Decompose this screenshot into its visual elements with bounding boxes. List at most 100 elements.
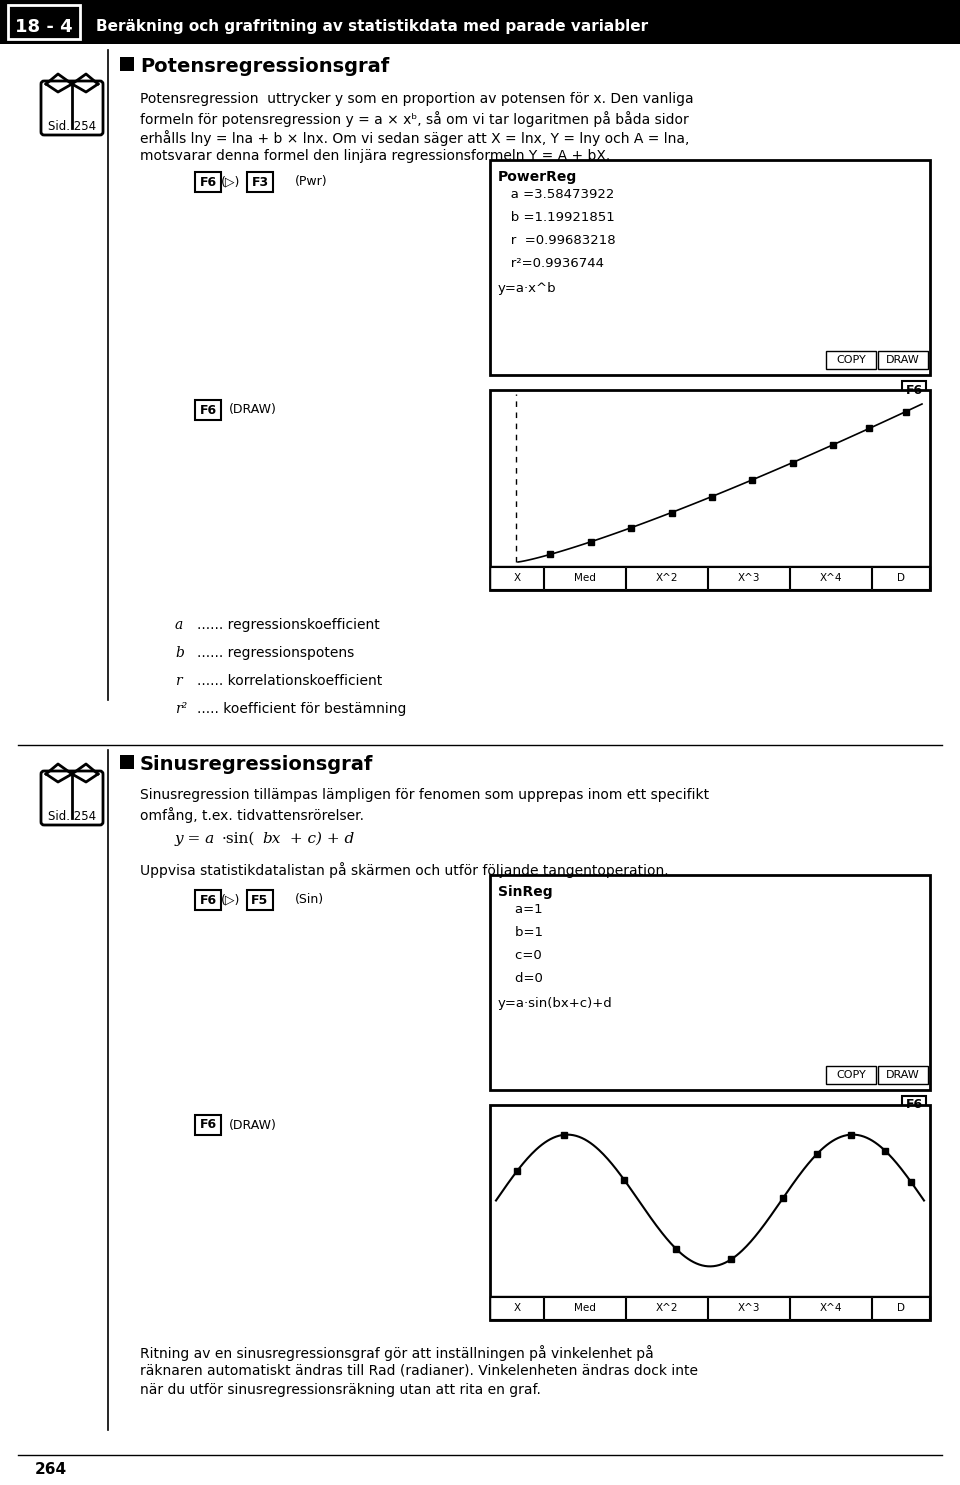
Bar (790, 567, 871, 590)
Text: F6: F6 (200, 894, 217, 906)
Text: b =1.19921851: b =1.19921851 (498, 211, 614, 224)
Bar (490, 391, 930, 590)
Bar (120, 754, 134, 769)
Text: y = a: y = a (175, 832, 215, 846)
Text: b=1: b=1 (498, 927, 543, 939)
Text: D: D (897, 1302, 905, 1313)
Bar (490, 875, 930, 1090)
Text: COPY: COPY (836, 355, 866, 365)
Text: F3: F3 (252, 175, 269, 189)
Text: ...... korrelationskoefficient: ...... korrelationskoefficient (197, 674, 382, 688)
Bar (872, 1296, 929, 1319)
Text: r²: r² (175, 702, 187, 716)
Text: ·sin(: ·sin( (222, 832, 255, 846)
Bar (878, 350, 928, 368)
Text: r²=0.9936744: r²=0.9936744 (498, 257, 604, 270)
Text: F5: F5 (252, 894, 269, 906)
Bar (490, 566, 930, 590)
Text: y=a·sin(bx+c)+d: y=a·sin(bx+c)+d (498, 996, 612, 1010)
Text: räknaren automatiskt ändras till Rad (radianer). Vinkelenheten ändras dock inte: räknaren automatiskt ändras till Rad (ra… (140, 1365, 698, 1378)
Bar (626, 1296, 707, 1319)
Text: ..... koefficient för bestämning: ..... koefficient för bestämning (197, 702, 406, 716)
Text: Med: Med (574, 1302, 596, 1313)
Text: a=1: a=1 (498, 903, 542, 916)
Text: Beräkning och grafritning av statistikdata med parade variabler: Beräkning och grafritning av statistikda… (96, 19, 648, 34)
Text: b: b (175, 646, 184, 659)
Text: Med: Med (574, 573, 596, 584)
Bar (490, 160, 930, 376)
Text: när du utför sinusregressionsräkning utan att rita en graf.: när du utför sinusregressionsräkning uta… (140, 1383, 540, 1397)
Text: X^3: X^3 (737, 573, 760, 584)
Text: bx: bx (262, 832, 280, 846)
Text: 264: 264 (35, 1463, 67, 1478)
Text: formeln för potensregression y = a × xᵇ, så om vi tar logaritmen på båda sidor: formeln för potensregression y = a × xᵇ,… (140, 111, 688, 126)
Text: (▷): (▷) (222, 894, 241, 906)
Bar (626, 567, 707, 590)
Bar (247, 890, 273, 910)
Text: Potensregression  uttrycker y som en proportion av potensen för x. Den vanliga: Potensregression uttrycker y som en prop… (140, 92, 694, 105)
Text: c=0: c=0 (498, 949, 541, 962)
Text: r  =0.99683218: r =0.99683218 (498, 235, 615, 247)
Text: X: X (514, 573, 520, 584)
Bar (826, 350, 876, 368)
Text: Potensregressionsgraf: Potensregressionsgraf (140, 58, 389, 77)
Text: y=a·x^b: y=a·x^b (498, 282, 557, 296)
Text: SinReg: SinReg (498, 885, 553, 898)
Bar (902, 382, 926, 399)
Text: X^2: X^2 (656, 573, 679, 584)
Text: 18 - 4: 18 - 4 (15, 18, 73, 36)
Bar (195, 172, 221, 192)
Text: a: a (175, 618, 183, 633)
Bar (826, 1066, 876, 1084)
Text: X^3: X^3 (737, 1302, 760, 1313)
Text: Sinusregression tillämpas lämpligen för fenomen som upprepas inom ett specifikt: Sinusregression tillämpas lämpligen för … (140, 789, 709, 802)
Text: a =3.58473922: a =3.58473922 (498, 189, 614, 200)
Text: + c) + d: + c) + d (285, 832, 354, 846)
Text: F6: F6 (905, 1099, 923, 1111)
Text: COPY: COPY (836, 1071, 866, 1080)
Bar (708, 1296, 789, 1319)
Bar (872, 567, 929, 590)
Text: Uppvisa statistikdatalistan på skärmen och utför följande tangentoperation.: Uppvisa statistikdatalistan på skärmen o… (140, 861, 668, 878)
Bar (878, 1066, 928, 1084)
Text: X^4: X^4 (820, 573, 842, 584)
Text: d=0: d=0 (498, 973, 542, 985)
Text: Sid. 254: Sid. 254 (48, 809, 96, 823)
Bar (490, 1296, 543, 1319)
Bar (490, 1105, 930, 1320)
Bar (902, 1096, 926, 1114)
Text: (DRAW): (DRAW) (229, 404, 276, 416)
Bar (0, 0, 960, 45)
Bar (195, 1115, 221, 1135)
Text: F6: F6 (200, 404, 217, 416)
Text: X^2: X^2 (656, 1302, 679, 1313)
Text: ...... regressionskoefficient: ...... regressionskoefficient (197, 618, 380, 633)
Bar (708, 567, 789, 590)
Text: F6: F6 (200, 1118, 217, 1132)
Text: erhålls lny = lna + b × lnx. Om vi sedan säger att X = lnx, Y = lny och A = lna,: erhålls lny = lna + b × lnx. Om vi sedan… (140, 131, 689, 146)
Bar (544, 1296, 625, 1319)
Bar (8, 4, 80, 39)
Text: ...... regressionspotens: ...... regressionspotens (197, 646, 354, 659)
Text: D: D (897, 573, 905, 584)
Bar (490, 1296, 930, 1320)
Text: X: X (514, 1302, 520, 1313)
Text: PowerReg: PowerReg (498, 169, 577, 184)
Text: (Sin): (Sin) (295, 894, 324, 906)
Text: Ritning av en sinusregressionsgraf gör att inställningen på vinkelenhet på: Ritning av en sinusregressionsgraf gör a… (140, 1345, 654, 1360)
Bar (195, 399, 221, 420)
Text: Sid. 254: Sid. 254 (48, 120, 96, 134)
Text: (Pwr): (Pwr) (295, 175, 327, 189)
Bar (247, 172, 273, 192)
Text: X^4: X^4 (820, 1302, 842, 1313)
Text: omfång, t.ex. tidvattensrörelser.: omfång, t.ex. tidvattensrörelser. (140, 806, 364, 823)
Text: DRAW: DRAW (886, 1071, 920, 1080)
Text: motsvarar denna formel den linjära regressionsformeln Y = A + bX.: motsvarar denna formel den linjära regre… (140, 148, 611, 163)
Text: F6: F6 (905, 383, 923, 396)
Text: DRAW: DRAW (886, 355, 920, 365)
Text: F6: F6 (200, 175, 217, 189)
Bar (195, 890, 221, 910)
Text: r: r (175, 674, 181, 688)
Text: (DRAW): (DRAW) (229, 1118, 276, 1132)
Bar (790, 1296, 871, 1319)
